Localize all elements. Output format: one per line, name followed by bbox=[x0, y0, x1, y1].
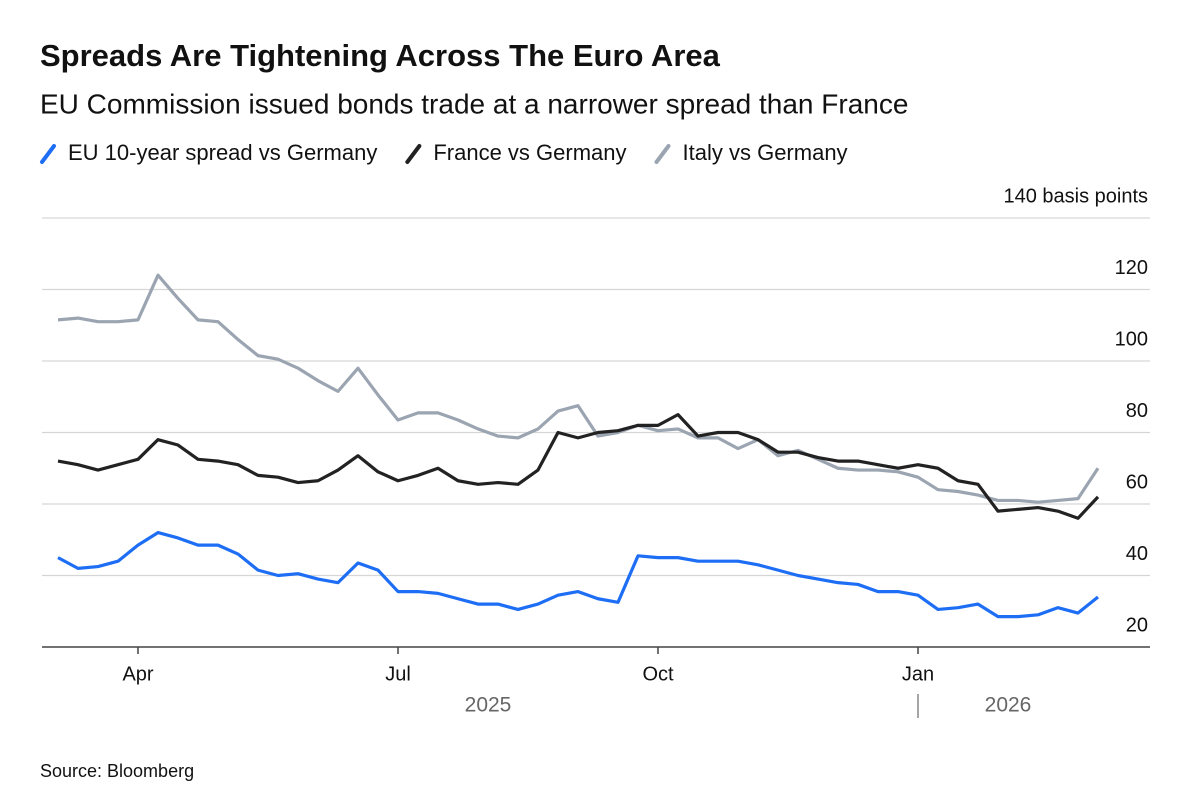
source: Source: Bloomberg bbox=[40, 761, 194, 781]
legend-swatch bbox=[405, 144, 422, 164]
y-tick-label: 40 bbox=[1126, 543, 1148, 565]
x-group-label: 2025 bbox=[465, 694, 512, 717]
x-tick-label: Jan bbox=[902, 663, 934, 685]
y-tick-label: 80 bbox=[1126, 400, 1148, 422]
y-tick-label: 120 bbox=[1115, 257, 1148, 279]
legend-swatch bbox=[654, 144, 671, 164]
legend-label: France vs Germany bbox=[433, 140, 626, 165]
legend-label: Italy vs Germany bbox=[683, 140, 848, 165]
chart-title: Spreads Are Tightening Across The Euro A… bbox=[40, 38, 721, 73]
x-group-label: 2026 bbox=[985, 694, 1032, 717]
x-tick-label: Oct bbox=[642, 663, 674, 685]
legend-label: EU 10-year spread vs Germany bbox=[68, 140, 377, 165]
x-tick-label: Jul bbox=[385, 663, 411, 685]
series-line bbox=[57, 531, 1100, 619]
legend-swatch bbox=[40, 144, 56, 164]
y-tick-label: 20 bbox=[1126, 614, 1148, 636]
chart-subtitle: EU Commission issued bonds trade at a na… bbox=[40, 88, 908, 119]
series-line bbox=[57, 413, 1100, 520]
series-line bbox=[57, 273, 1100, 504]
y-tick-label: 100 bbox=[1115, 328, 1148, 350]
y-tick-label: 60 bbox=[1126, 471, 1148, 493]
y-tick-label: 140 basis points bbox=[1003, 185, 1148, 207]
x-tick-label: Apr bbox=[122, 663, 153, 685]
